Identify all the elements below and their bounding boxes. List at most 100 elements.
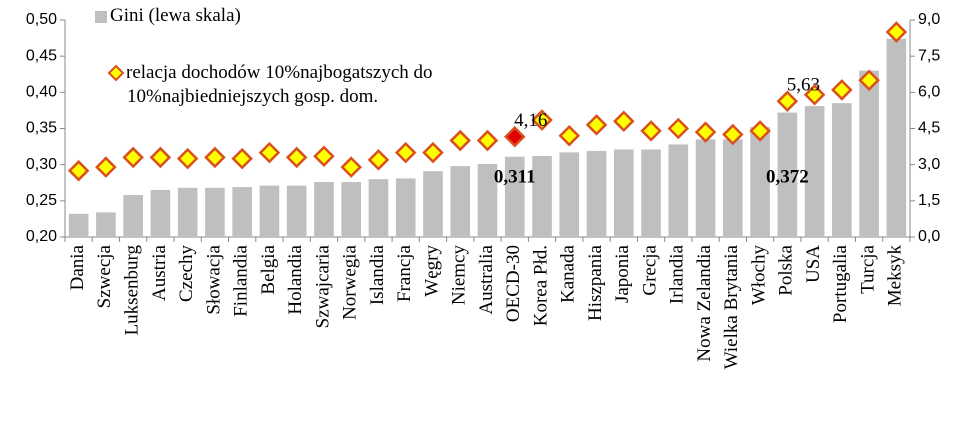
y2-tick-label: 3,0: [918, 156, 940, 173]
bar: [150, 189, 171, 237]
x-tick-label: Węgry: [421, 245, 442, 297]
marker: [149, 146, 172, 169]
legend-swatch: [95, 11, 107, 23]
bar: [68, 213, 89, 237]
bar: [423, 171, 443, 237]
bar: [314, 182, 334, 237]
legend-entry: Gini (lewa skala): [110, 5, 241, 26]
marker: [394, 141, 417, 164]
y2-tick-label: 7,5: [918, 47, 940, 64]
x-tick-label: Słowacja: [203, 244, 224, 314]
marker: [313, 145, 335, 167]
x-tick-label: Turcja: [857, 244, 878, 293]
bar: [96, 212, 116, 237]
x-tick-label: Francja: [394, 244, 415, 302]
marker: [776, 90, 799, 113]
marker: [749, 120, 771, 142]
marker: [449, 129, 472, 152]
legend-entry: relacja dochodów 10%najbogatszych do 10%…: [127, 62, 433, 107]
x-tick-label: Islandia: [367, 244, 388, 305]
x-tick-label: Kanada: [558, 244, 579, 303]
x-tick-label: Niemcy: [449, 245, 470, 306]
y2-tick-label: 1,5: [918, 192, 940, 209]
x-tick-label: USA: [803, 245, 824, 283]
bar: [504, 156, 525, 237]
marker: [422, 141, 444, 164]
bar: [723, 139, 743, 237]
legend-label: relacja dochodów 10%najbogatszych do 10%…: [127, 62, 433, 107]
x-tick-label: Luksenburg: [122, 245, 143, 336]
y-tick-label: 0,25: [26, 192, 57, 209]
x-tick-label: Belgia: [258, 244, 279, 294]
y2-tick-label: 9,0: [918, 11, 940, 28]
x-tick-label: Grecja: [639, 244, 660, 295]
y2-tick-label: 6,0: [918, 84, 940, 101]
x-tick-label: Wielka Brytania: [721, 244, 742, 369]
bar: [123, 195, 143, 237]
legend-label: Gini (lewa skala): [110, 5, 241, 26]
bar: [832, 103, 852, 237]
bar: [259, 185, 280, 237]
x-tick-label: Włochy: [748, 245, 769, 306]
y-tick-label: 0,40: [26, 84, 57, 101]
bar: [177, 187, 198, 237]
bar: [859, 70, 879, 237]
marker: [340, 156, 362, 178]
marker: [640, 120, 662, 142]
marker: [476, 129, 499, 152]
marker: [585, 114, 608, 136]
bar: [750, 127, 770, 237]
bar: [286, 185, 307, 237]
marker: [67, 159, 90, 182]
marker: [231, 147, 253, 170]
bar: [886, 38, 907, 237]
marker: [531, 109, 553, 131]
y-tick-label: 0,35: [26, 120, 57, 137]
bar: [559, 152, 580, 237]
marker-value-label: 4,16: [514, 110, 547, 131]
bar: [613, 149, 634, 237]
legend-marker: [107, 64, 125, 82]
marker: [885, 21, 908, 43]
x-tick-label: Irlandia: [667, 244, 688, 304]
bar: [450, 166, 471, 237]
y-tick-label: 0,20: [26, 228, 57, 245]
y-tick-label: 0,30: [26, 156, 57, 173]
marker: [613, 110, 635, 133]
x-tick-label: Dania: [67, 244, 88, 290]
marker: [558, 124, 581, 147]
x-tick-label: Holandia: [285, 244, 306, 314]
y2-tick-label: 4,5: [918, 120, 940, 137]
marker: [176, 147, 199, 170]
x-tick-label: Australia: [476, 244, 497, 314]
marker: [831, 79, 853, 101]
marker: [694, 121, 717, 143]
x-tick-label: Czechy: [176, 245, 197, 302]
marker: [122, 146, 144, 169]
x-tick-label: Polska: [776, 244, 797, 295]
bar: [668, 144, 689, 237]
marker: [367, 149, 390, 171]
x-tick-label: Finlandia: [231, 244, 252, 316]
x-tick-label: Austria: [149, 244, 170, 301]
x-tick-label: Norwegia: [340, 244, 361, 319]
marker: [95, 156, 117, 178]
marker-value-label: 5,63: [787, 75, 820, 96]
bar: [777, 112, 798, 237]
marker: [858, 69, 880, 92]
marker: [258, 141, 281, 164]
bar-value-label: 0,372: [766, 166, 809, 187]
bar: [695, 139, 716, 237]
x-tick-label: Japonia: [612, 244, 633, 303]
bar: [232, 187, 252, 237]
bar: [341, 182, 362, 237]
x-tick-label: Korea Płd.: [530, 245, 551, 326]
x-tick-label: Szwajcaria: [312, 244, 333, 328]
marker: [285, 146, 308, 169]
y-tick-label: 0,50: [26, 11, 57, 28]
marker: [803, 83, 826, 106]
x-tick-label: Nowa Zelandia: [694, 244, 715, 361]
x-tick-label: Portugalia: [830, 244, 851, 323]
marker: [667, 117, 690, 140]
